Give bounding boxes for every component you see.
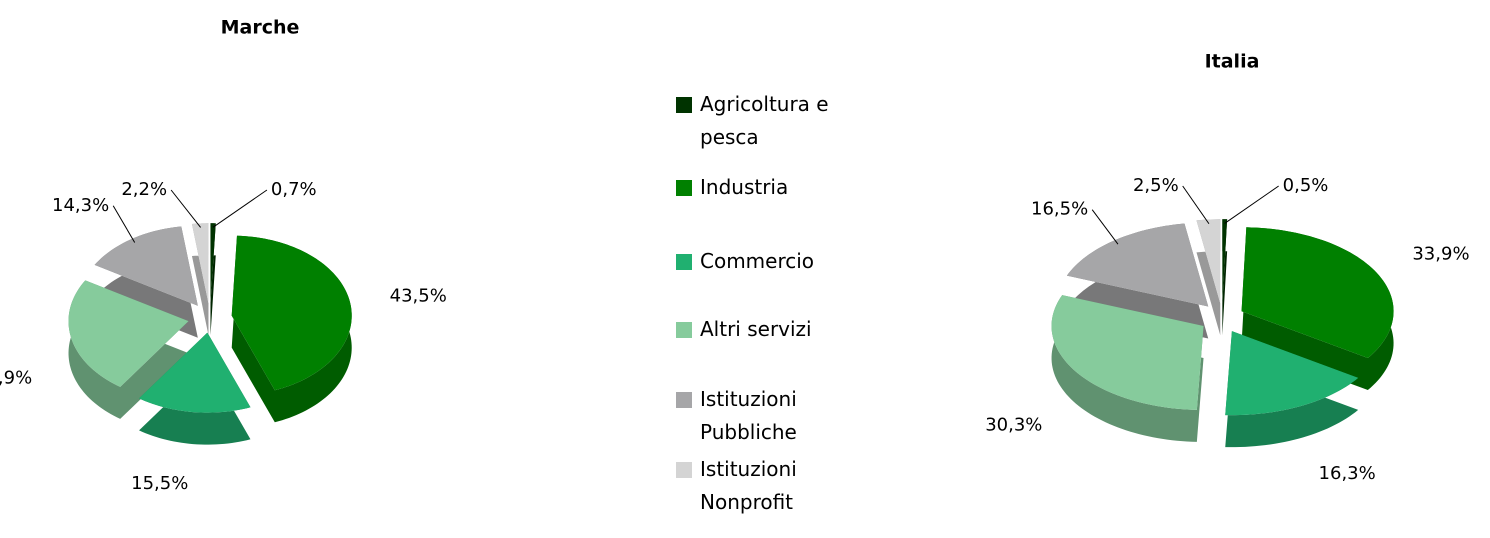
- legend-swatch: [676, 254, 692, 270]
- slice: [139, 332, 251, 413]
- legend-swatch: [676, 97, 692, 113]
- slice: [1241, 227, 1394, 359]
- data-label: 33,9%: [1412, 244, 1469, 265]
- leader-line: [112, 205, 136, 243]
- leader-line: [1224, 185, 1279, 224]
- data-label: 2,5%: [1133, 175, 1179, 196]
- legend-item: Commercio: [676, 245, 861, 278]
- leader-line: [1182, 185, 1210, 225]
- slice: [68, 280, 189, 387]
- slice: [1222, 219, 1228, 304]
- slice: [94, 226, 198, 306]
- legend-label: Industria: [700, 175, 789, 199]
- data-label: 16,3%: [1319, 463, 1376, 484]
- leader-line: [1091, 209, 1119, 245]
- legend-label: Istituzioni Nonprofit: [700, 457, 797, 514]
- legend-item: Istituzioni Nonprofit: [676, 453, 861, 519]
- slice: [191, 223, 209, 304]
- data-label: 16,5%: [1031, 199, 1088, 220]
- leader-line: [170, 189, 202, 228]
- legend-item: Industria: [676, 171, 861, 204]
- data-label: 15,5%: [131, 473, 188, 494]
- legend-swatch: [676, 180, 692, 196]
- legend-swatch: [676, 322, 692, 338]
- slice: [231, 235, 352, 391]
- slice: [1051, 295, 1204, 410]
- legend-label: Agricoltura e pesca: [700, 92, 829, 149]
- slice: [1196, 219, 1221, 304]
- legend-label: Altri servizi: [700, 317, 812, 341]
- legend-item: Istituzioni Pubbliche: [676, 383, 861, 449]
- legend-swatch: [676, 462, 692, 478]
- data-label: 2,2%: [121, 179, 167, 200]
- legend-label: Istituzioni Pubbliche: [700, 387, 797, 444]
- slice: [1066, 223, 1209, 307]
- data-label: 23,9%: [0, 368, 32, 389]
- data-label: 0,7%: [271, 179, 317, 200]
- data-label: 14,3%: [52, 195, 109, 216]
- legend-item: Altri servizi: [676, 313, 861, 346]
- data-label: 43,5%: [390, 285, 447, 306]
- data-label: 0,5%: [1283, 175, 1329, 196]
- slice: [210, 223, 216, 304]
- data-label: 30,3%: [985, 414, 1042, 435]
- leader-line: [212, 189, 268, 228]
- legend-item: Agricoltura e pesca: [676, 88, 861, 154]
- legend-swatch: [676, 392, 692, 408]
- chart-title: Italia: [1205, 51, 1260, 73]
- chart-title: Marche: [221, 17, 300, 39]
- slice: [1225, 331, 1359, 416]
- legend-label: Commercio: [700, 249, 815, 273]
